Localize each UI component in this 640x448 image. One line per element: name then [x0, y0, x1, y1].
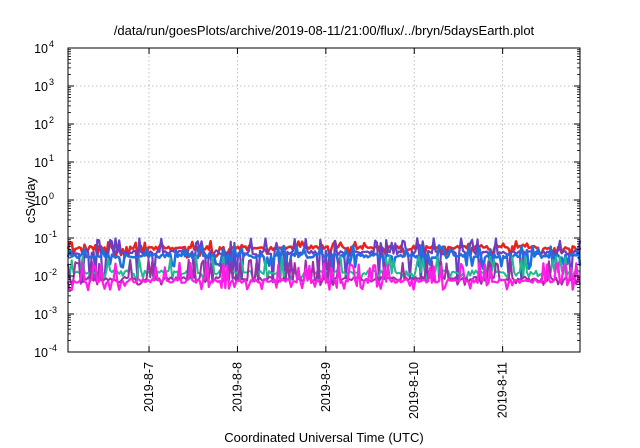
y-tick-exponent: 4	[49, 39, 54, 49]
y-tick-label: 10	[34, 270, 48, 284]
series-group	[66, 237, 582, 292]
y-tick-exponent: -3	[49, 305, 57, 315]
y-tick-label: 10	[34, 42, 48, 56]
y-tick-label: 10	[34, 346, 48, 360]
y-tick-label: 10	[34, 194, 48, 208]
x-tick-label: 2019-8-7	[142, 362, 156, 412]
x-axis-label: Coordinated Universal Time (UTC)	[224, 430, 423, 445]
x-tick-label: 2019-8-11	[496, 362, 510, 418]
y-tick-exponent: -1	[49, 229, 57, 239]
y-tick-exponent: 0	[49, 191, 54, 201]
y-tick-label: 10	[34, 118, 48, 132]
y-tick-label: 10	[34, 156, 48, 170]
y-tick-label: 10	[34, 308, 48, 322]
x-ticks: 2019-8-7 2019-8-8 2019-8-9 2019-8-10 2019-8-…	[142, 48, 510, 419]
y-tick-exponent: -2	[49, 267, 57, 277]
x-tick-label: 2019-8-9	[319, 362, 333, 412]
series-line-6	[66, 261, 581, 292]
grid	[68, 48, 580, 352]
y-tick-label: 10	[34, 80, 48, 94]
y-tick-exponent: -4	[49, 343, 57, 353]
series-line-5	[67, 258, 581, 287]
y-tick-exponent: 1	[49, 153, 54, 163]
x-tick-label: 2019-8-10	[407, 362, 421, 419]
y-axis-label: cSv/day	[23, 176, 38, 223]
y-tick-exponent: 2	[49, 115, 54, 125]
series-line-3	[66, 244, 582, 271]
y-tick-exponent: 3	[49, 77, 54, 87]
y-tick-label: 10	[34, 232, 48, 246]
x-tick-label: 2019-8-8	[230, 362, 244, 412]
chart-title: /data/run/goesPlots/archive/2019-08-11/2…	[114, 23, 535, 38]
